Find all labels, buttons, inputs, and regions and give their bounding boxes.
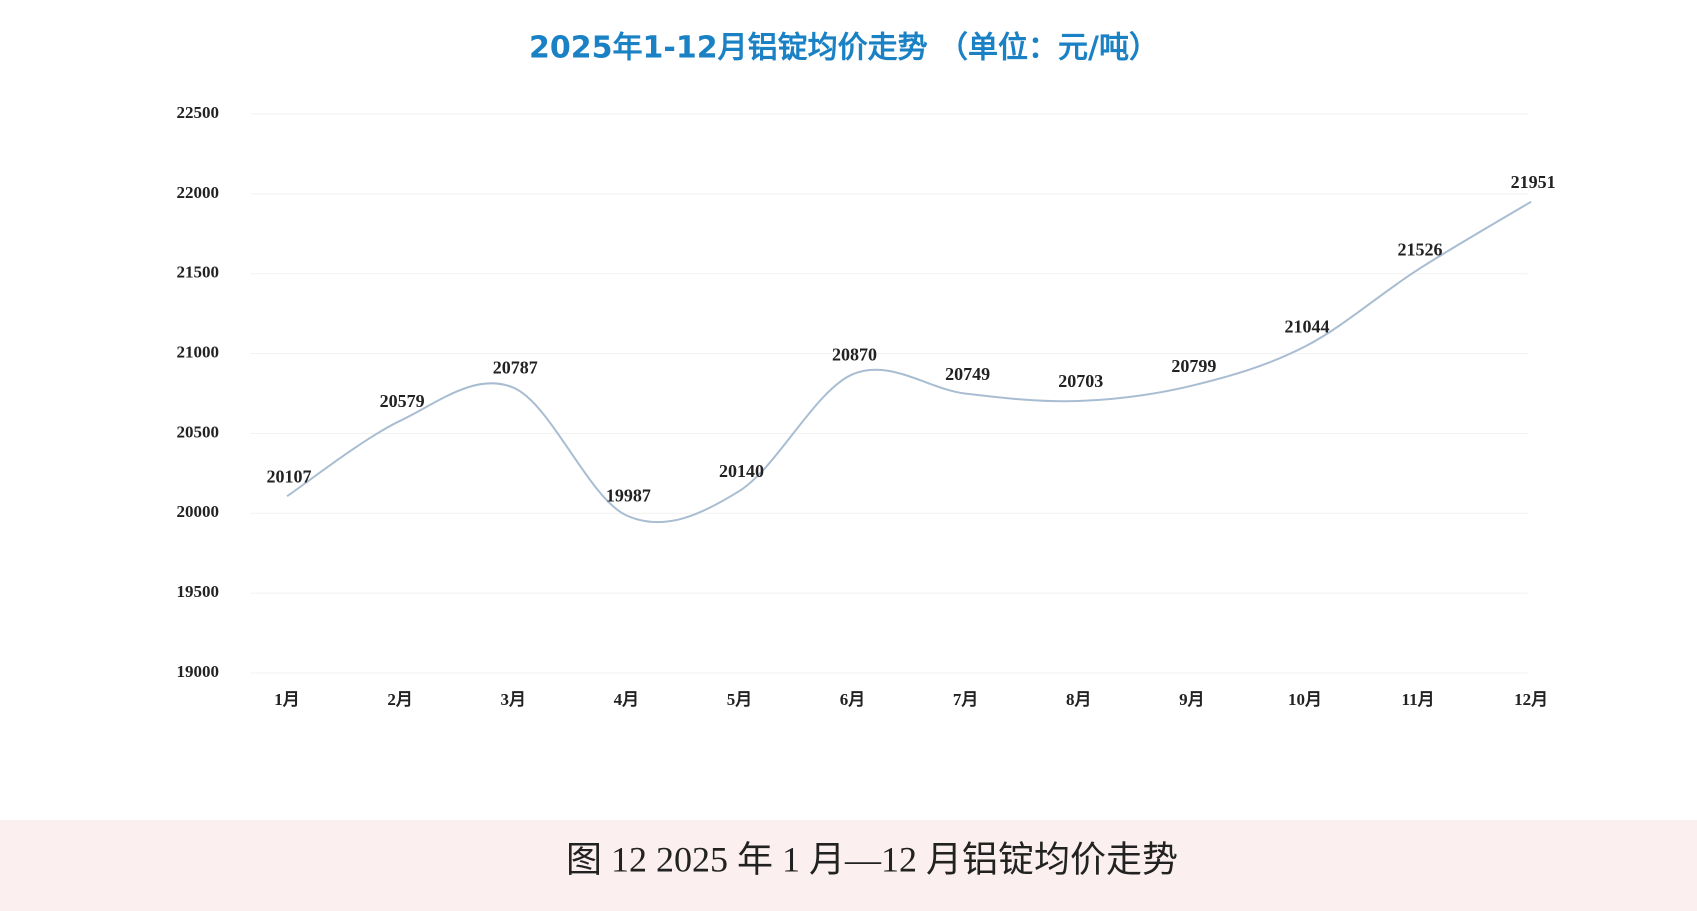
y-tick-label: 22500 [177,103,220,122]
x-tick-label: 3月 [501,690,527,709]
data-label: 20799 [1171,356,1216,376]
data-label: 19987 [606,485,651,505]
chart-title: 2025年1-12月铝锭均价走势 （单位：元/吨） [529,31,1159,66]
chart-caption: 图 12 2025 年 1 月—12 月铝锭均价走势 [566,839,1178,879]
x-tick-label: 5月 [727,690,753,709]
data-label: 21951 [1511,172,1556,192]
y-tick-label: 19000 [177,662,220,681]
series-line [286,200,1532,524]
caption-band [0,820,1697,911]
data-label: 20703 [1058,371,1103,391]
y-tick-label: 20000 [177,502,220,521]
data-label: 20787 [493,358,538,378]
data-label: 21526 [1398,240,1443,260]
x-tick-label: 1月 [274,690,300,709]
x-tick-label: 4月 [614,690,640,709]
x-tick-label: 2月 [387,690,413,709]
y-tick-label: 21000 [177,342,220,361]
data-label: 20579 [380,391,425,411]
data-label: 20749 [945,364,990,384]
x-tick-label: 7月 [953,690,979,709]
y-tick-label: 21500 [177,263,220,282]
x-tick-label: 11月 [1402,690,1435,709]
data-label: 20140 [719,461,764,481]
data-label: 20870 [832,344,877,364]
x-tick-label: 6月 [840,690,866,709]
y-tick-label: 22000 [177,183,220,202]
data-label: 20107 [267,466,312,486]
y-tick-label: 20500 [177,422,220,441]
y-tick-label: 19500 [177,582,220,601]
x-tick-label: 10月 [1288,690,1322,709]
x-tick-label: 8月 [1066,690,1092,709]
x-tick-label: 12月 [1514,690,1548,709]
x-tick-label: 9月 [1179,690,1205,709]
data-label: 21044 [1284,317,1329,337]
